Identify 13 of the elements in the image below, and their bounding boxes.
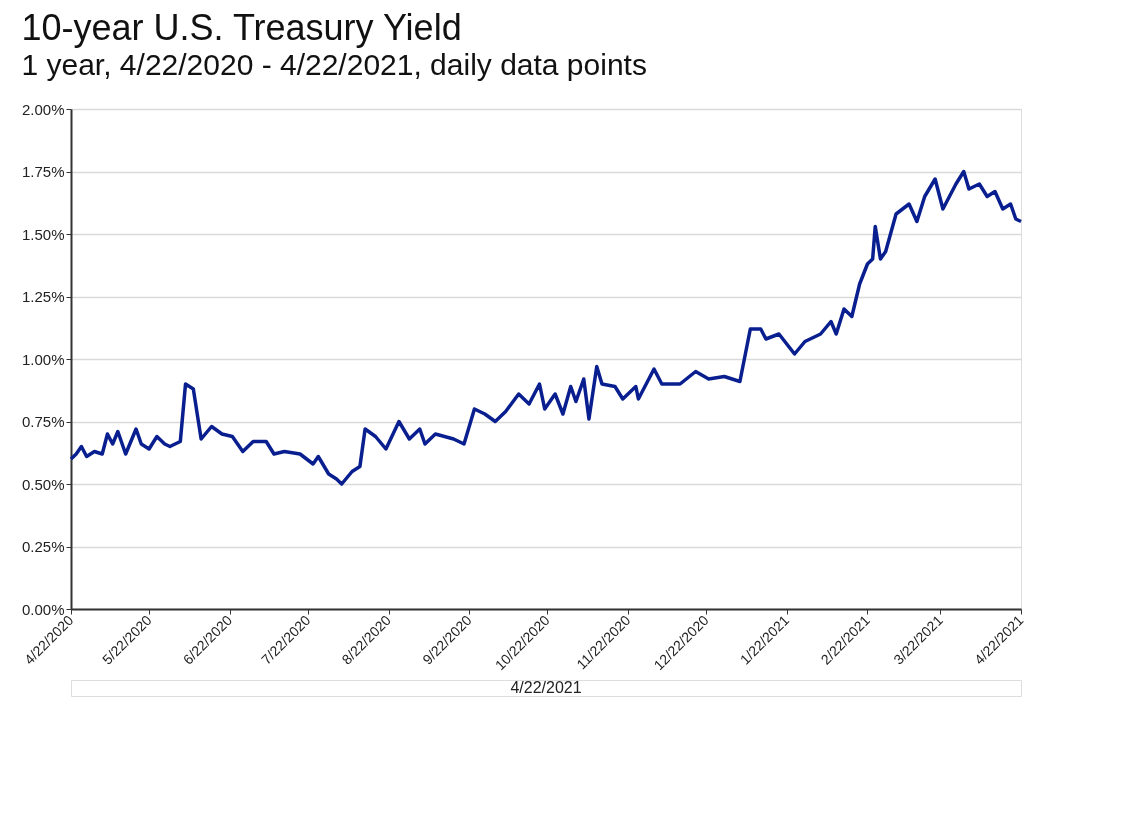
y-tick-label: 2.00% <box>21 100 65 118</box>
y-tick-label: 1.50% <box>21 225 65 243</box>
chart-subtitle: 1 year, 4/22/2020 - 4/22/2021, daily data points <box>21 48 647 81</box>
y-tick-label: 1.00% <box>21 350 65 368</box>
y-tick-label: 0.75% <box>21 413 65 430</box>
chart-title: 10-year U.S. Treasury Yield <box>21 7 462 48</box>
y-tick-label: 0.00% <box>21 600 65 618</box>
y-tick-label: 1.75% <box>21 163 65 180</box>
y-tick-label: 1.25% <box>21 288 65 305</box>
line-series <box>69 169 1023 486</box>
y-tick-label: 0.50% <box>21 475 65 493</box>
y-tick-label: 0.25% <box>21 538 65 555</box>
text: 4/22/2021 <box>510 679 582 696</box>
